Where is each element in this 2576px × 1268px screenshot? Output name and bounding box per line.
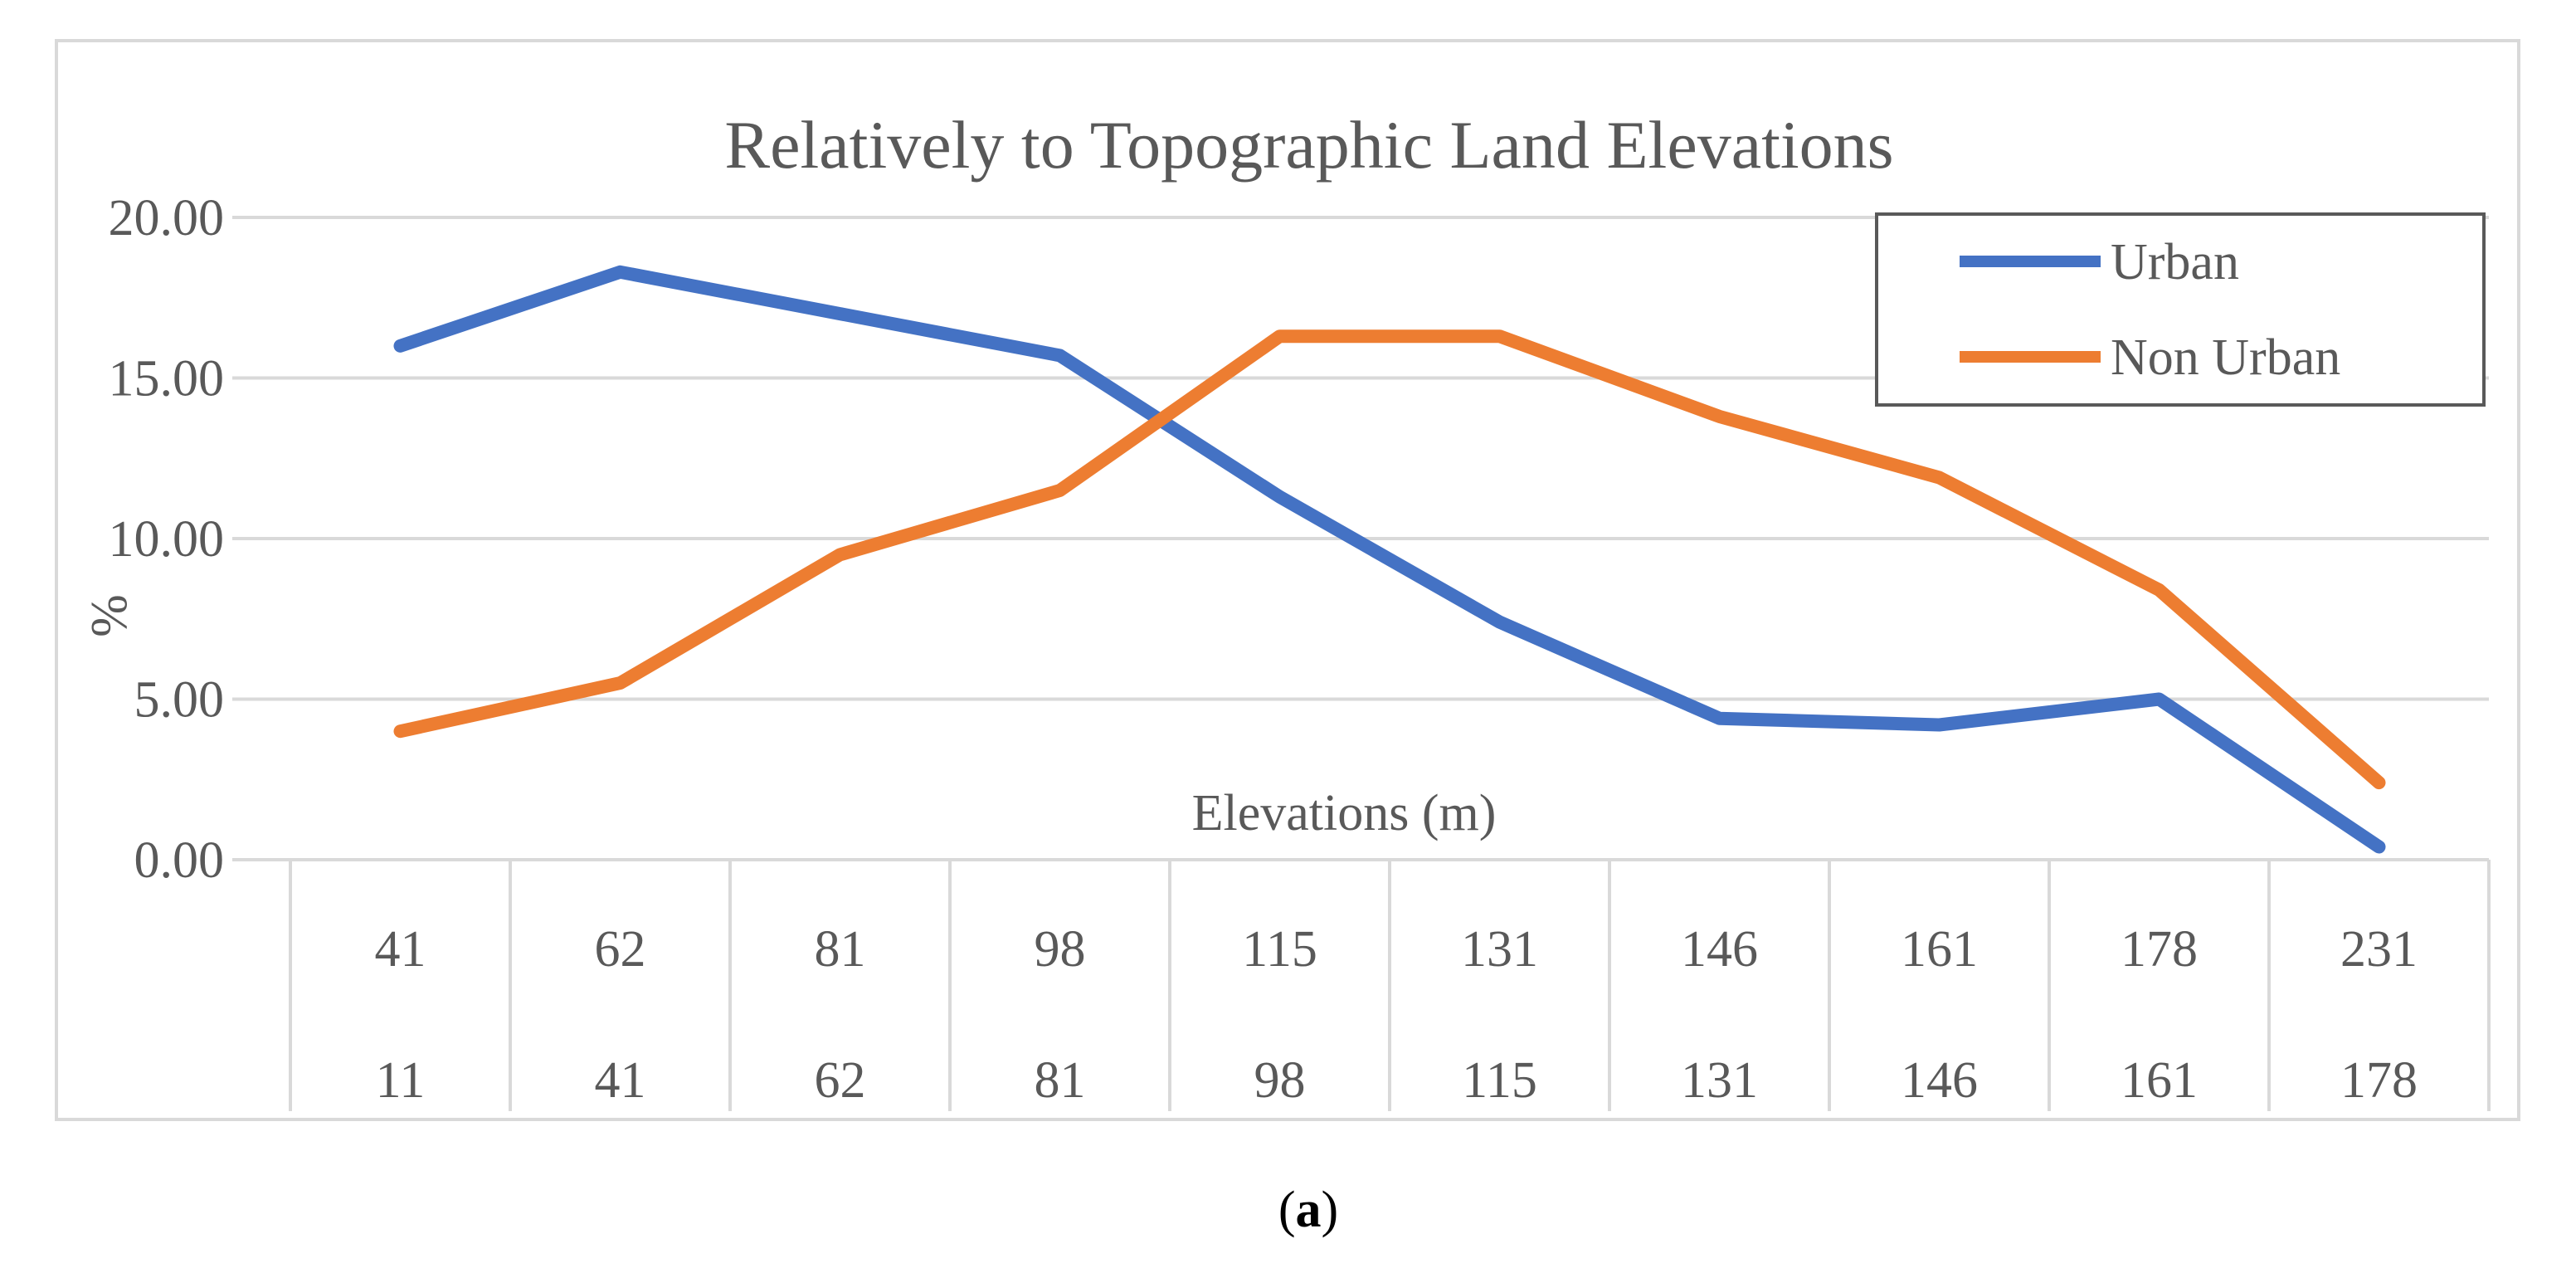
y-tick-label: 0.00 (134, 832, 225, 889)
category-label-upper: 81 (815, 921, 866, 978)
category-table (289, 858, 2491, 1111)
category-label-upper: 41 (375, 921, 426, 978)
caption-open-paren: ( (1278, 1182, 1296, 1238)
caption-letter: a (1296, 1182, 1322, 1238)
y-tick-label: 5.00 (134, 672, 225, 729)
category-label-lower: 115 (1462, 1052, 1537, 1109)
y-tick-labels: 0.00 5.00 10.00 15.00 20.00 (109, 190, 225, 889)
category-label-lower: 81 (1035, 1052, 1086, 1109)
category-label-lower: 161 (2121, 1052, 2198, 1109)
category-label-upper: 178 (2121, 921, 2198, 978)
category-label-lower: 98 (1254, 1052, 1306, 1109)
category-labels: 41 11 62 41 81 62 98 81 115 98 131 115 146 131 161 146 1… (375, 921, 2418, 1109)
legend-box (1875, 212, 2486, 407)
figure-caption: (a) (1278, 1182, 1338, 1238)
category-label-upper: 161 (1901, 921, 1978, 978)
y-tick-label: 20.00 (109, 190, 225, 246)
category-label-lower: 41 (595, 1052, 646, 1109)
category-label-lower: 11 (376, 1052, 426, 1109)
series-lines (393, 265, 2386, 854)
caption-close-paren: ) (1322, 1182, 1339, 1238)
category-label-lower: 146 (1901, 1052, 1978, 1109)
legend-label-non-urban: Non Urban (2111, 329, 2340, 386)
y-axis-label: % (81, 594, 138, 637)
category-label-upper: 146 (1681, 921, 1758, 978)
category-label-upper: 115 (1242, 921, 1317, 978)
chart-title: Relatively to Topographic Land Elevation… (724, 107, 1893, 183)
category-label-upper: 98 (1035, 921, 1086, 978)
category-label-lower: 62 (815, 1052, 866, 1109)
legend-label-urban: Urban (2111, 234, 2239, 290)
legend: Urban Non Urban (1875, 212, 2486, 407)
series-line-urban (393, 265, 2386, 854)
x-axis-label: Elevations (m) (1192, 785, 1497, 841)
category-label-lower: 178 (2340, 1052, 2418, 1109)
category-label-upper: 62 (595, 921, 646, 978)
y-tick-label: 15.00 (109, 351, 225, 407)
category-label-upper: 231 (2340, 921, 2418, 978)
y-tick-label: 10.00 (109, 511, 225, 568)
category-label-lower: 131 (1681, 1052, 1758, 1109)
series-line-non-urban (393, 329, 2386, 790)
category-label-upper: 131 (1461, 921, 1538, 978)
